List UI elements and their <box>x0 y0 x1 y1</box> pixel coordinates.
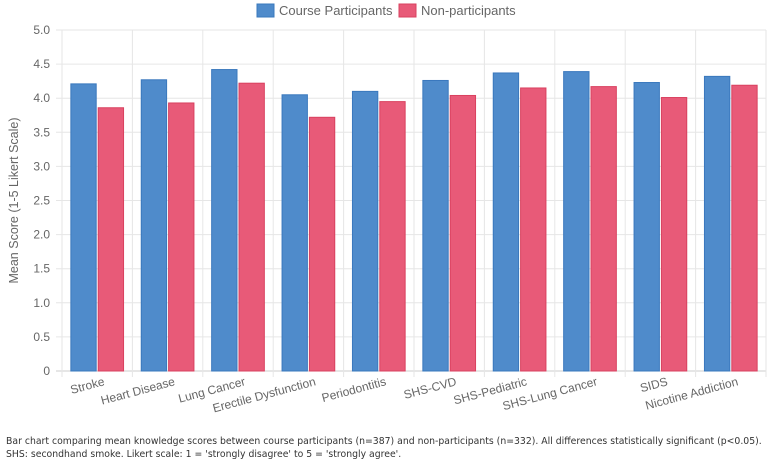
bar-non-participants-heart-disease <box>168 102 195 372</box>
bar-course-participants-shs-lung-cancer <box>563 71 590 372</box>
y-axis-title: Mean Score (1-5 Likert Scale) <box>7 117 21 283</box>
y-tick-label: 2.0 <box>33 228 50 242</box>
y-tick-label: 4.0 <box>33 91 50 105</box>
bar-non-participants-shs-cvd <box>449 94 477 372</box>
bar-non-participants-shs-lung-cancer <box>590 86 617 372</box>
y-tick-label: 0.5 <box>33 330 50 344</box>
bar-course-participants-nicotine-addiction <box>703 75 731 372</box>
bar-course-participants-stroke <box>70 83 97 372</box>
x-tick-label: Heart Disease <box>99 374 176 407</box>
chart-legend[interactable]: Course Participants Non-participants <box>256 3 516 18</box>
bar-non-participants-stroke <box>97 107 125 372</box>
bar-course-participants-periodontitis <box>351 90 379 372</box>
y-tick-label: 1.5 <box>33 262 50 276</box>
x-tick-label: Periodontitis <box>320 374 387 405</box>
bar-non-participants-erectile-dysfunction <box>308 116 336 372</box>
bar-course-participants-shs-cvd <box>422 79 449 372</box>
bar-non-participants-sids <box>660 97 688 372</box>
y-tick-label: 1.0 <box>33 296 50 310</box>
x-tick-label: SHS-CVD <box>402 374 458 402</box>
y-tick-label: 3.0 <box>33 159 50 173</box>
x-tick-label: SIDS <box>638 374 669 395</box>
bar-non-participants-nicotine-addiction <box>731 84 758 372</box>
legend-label-0: Course Participants <box>279 3 393 18</box>
legend-swatch-0 <box>256 3 275 18</box>
chart-bars <box>70 69 758 372</box>
bar-course-participants-heart-disease <box>140 79 168 372</box>
bar-course-participants-shs-pediatric <box>492 72 520 372</box>
y-tick-label: 0 <box>43 364 50 378</box>
chart-caption: Bar chart comparing mean knowledge score… <box>6 436 762 460</box>
bar-course-participants-sids <box>633 82 660 372</box>
y-axis-ticks: 0 0.5 1.0 1.5 2.0 2.5 3.0 3.5 4.0 4.5 5.0 <box>33 23 50 378</box>
legend-swatch-1 <box>398 3 417 18</box>
y-tick-label: 3.5 <box>33 125 50 139</box>
bar-non-participants-periodontitis <box>379 101 406 372</box>
bar-course-participants-lung-cancer <box>211 69 238 372</box>
y-tick-label: 5.0 <box>33 23 50 37</box>
legend-label-1: Non-participants <box>421 3 516 18</box>
bar-non-participants-shs-pediatric <box>520 87 547 372</box>
y-tick-label: 2.5 <box>33 194 50 208</box>
y-tick-label: 4.5 <box>33 57 50 71</box>
bar-course-participants-erectile-dysfunction <box>281 94 308 372</box>
bar-non-participants-lung-cancer <box>238 82 265 372</box>
bar-chart: Course Participants Non-participants 0 0.5… <box>7 3 767 415</box>
